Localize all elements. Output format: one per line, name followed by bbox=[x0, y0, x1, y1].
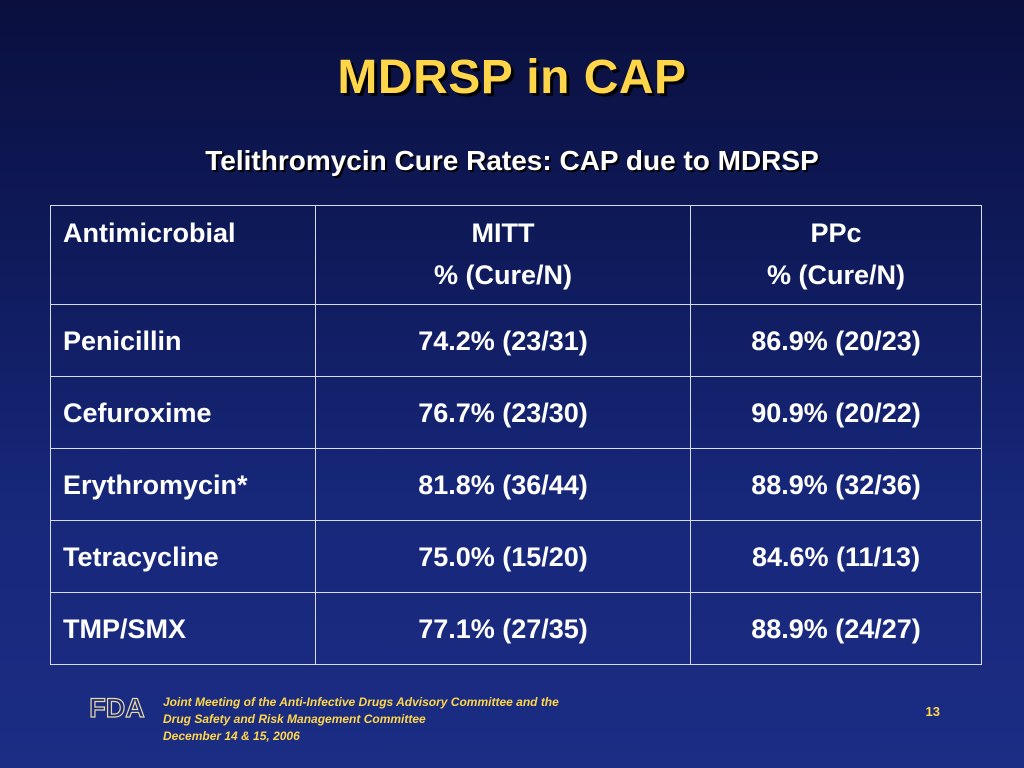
footer-meeting-info: Joint Meeting of the Anti-Infective Drug… bbox=[163, 694, 559, 745]
footer-line-2: Drug Safety and Risk Management Committe… bbox=[163, 712, 426, 726]
cell-antimicrobial: Penicillin bbox=[50, 304, 316, 377]
table-header-row: Antimicrobial MITT % (Cure/N) PPc % (Cur… bbox=[50, 205, 982, 305]
cell-mitt: 74.2% (23/31) bbox=[315, 304, 691, 377]
cell-mitt: 77.1% (27/35) bbox=[315, 592, 691, 665]
footer-line-1: Joint Meeting of the Anti-Infective Drug… bbox=[163, 695, 559, 709]
fda-logo-text: FDA bbox=[89, 693, 145, 722]
header-ppc-label: PPc bbox=[810, 218, 862, 248]
table-row: Tetracycline 75.0% (15/20) 84.6% (11/13) bbox=[50, 520, 982, 593]
slide-title: MDRSP in CAP bbox=[337, 51, 687, 104]
cell-mitt: 76.7% (23/30) bbox=[315, 376, 691, 449]
cell-ppc: 84.6% (11/13) bbox=[690, 520, 982, 593]
header-mitt-unit: % (Cure/N) bbox=[433, 260, 572, 290]
table-row: TMP/SMX 77.1% (27/35) 88.9% (24/27) bbox=[50, 592, 982, 665]
header-antimicrobial: Antimicrobial bbox=[50, 205, 316, 305]
slide-subtitle: Telithromycin Cure Rates: CAP due to MDR… bbox=[205, 145, 819, 176]
cell-ppc: 88.9% (32/36) bbox=[690, 448, 982, 521]
header-mitt-label: MITT bbox=[471, 218, 535, 248]
cell-antimicrobial: TMP/SMX bbox=[50, 592, 316, 665]
cell-antimicrobial: Erythromycin* bbox=[50, 448, 316, 521]
cell-mitt: 75.0% (15/20) bbox=[315, 520, 691, 593]
header-ppc-unit: % (Cure/N) bbox=[766, 260, 905, 290]
cell-ppc: 86.9% (20/23) bbox=[690, 304, 982, 377]
table-row: Penicillin 74.2% (23/31) 86.9% (20/23) bbox=[50, 304, 982, 377]
fda-logo: FDA bbox=[89, 692, 146, 722]
slide-footer: FDA Joint Meeting of the Anti-Infective … bbox=[0, 690, 1024, 750]
cure-rates-table: Antimicrobial MITT % (Cure/N) PPc % (Cur… bbox=[50, 205, 982, 665]
cell-antimicrobial: Tetracycline bbox=[50, 520, 316, 593]
header-ppc: PPc % (Cure/N) bbox=[690, 205, 982, 305]
table-row: Erythromycin* 81.8% (36/44) 88.9% (32/36… bbox=[50, 448, 982, 521]
cell-ppc: 90.9% (20/22) bbox=[690, 376, 982, 449]
header-antimicrobial-label: Antimicrobial bbox=[63, 218, 236, 248]
header-mitt: MITT % (Cure/N) bbox=[315, 205, 691, 305]
cell-mitt: 81.8% (36/44) bbox=[315, 448, 691, 521]
cell-ppc: 88.9% (24/27) bbox=[690, 592, 982, 665]
cell-antimicrobial: Cefuroxime bbox=[50, 376, 316, 449]
table-row: Cefuroxime 76.7% (23/30) 90.9% (20/22) bbox=[50, 376, 982, 449]
page-number: 13 bbox=[925, 704, 940, 719]
footer-line-3: December 14 & 15, 2006 bbox=[163, 729, 300, 743]
